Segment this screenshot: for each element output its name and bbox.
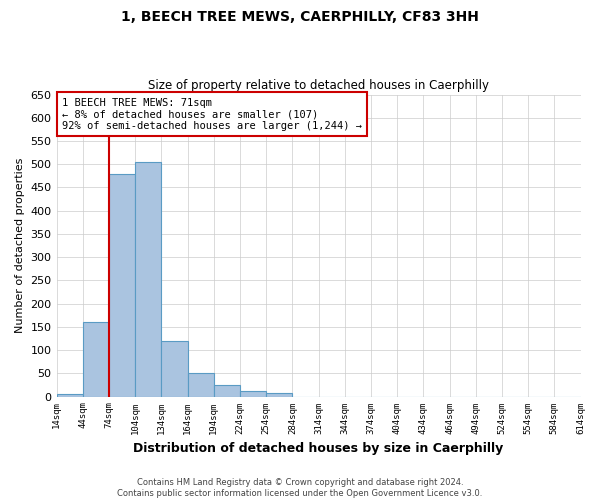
Text: 1 BEECH TREE MEWS: 71sqm
← 8% of detached houses are smaller (107)
92% of semi-d: 1 BEECH TREE MEWS: 71sqm ← 8% of detache… — [62, 98, 362, 131]
Bar — [109, 174, 135, 396]
Bar — [214, 385, 240, 396]
Text: 1, BEECH TREE MEWS, CAERPHILLY, CF83 3HH: 1, BEECH TREE MEWS, CAERPHILLY, CF83 3HH — [121, 10, 479, 24]
Bar — [161, 341, 188, 396]
Text: Contains HM Land Registry data © Crown copyright and database right 2024.
Contai: Contains HM Land Registry data © Crown c… — [118, 478, 482, 498]
Bar — [266, 393, 292, 396]
X-axis label: Distribution of detached houses by size in Caerphilly: Distribution of detached houses by size … — [133, 442, 503, 455]
Y-axis label: Number of detached properties: Number of detached properties — [15, 158, 25, 333]
Bar — [83, 322, 109, 396]
Bar — [240, 391, 266, 396]
Bar — [56, 394, 83, 396]
Bar — [135, 162, 161, 396]
Bar — [188, 374, 214, 396]
Title: Size of property relative to detached houses in Caerphilly: Size of property relative to detached ho… — [148, 79, 489, 92]
